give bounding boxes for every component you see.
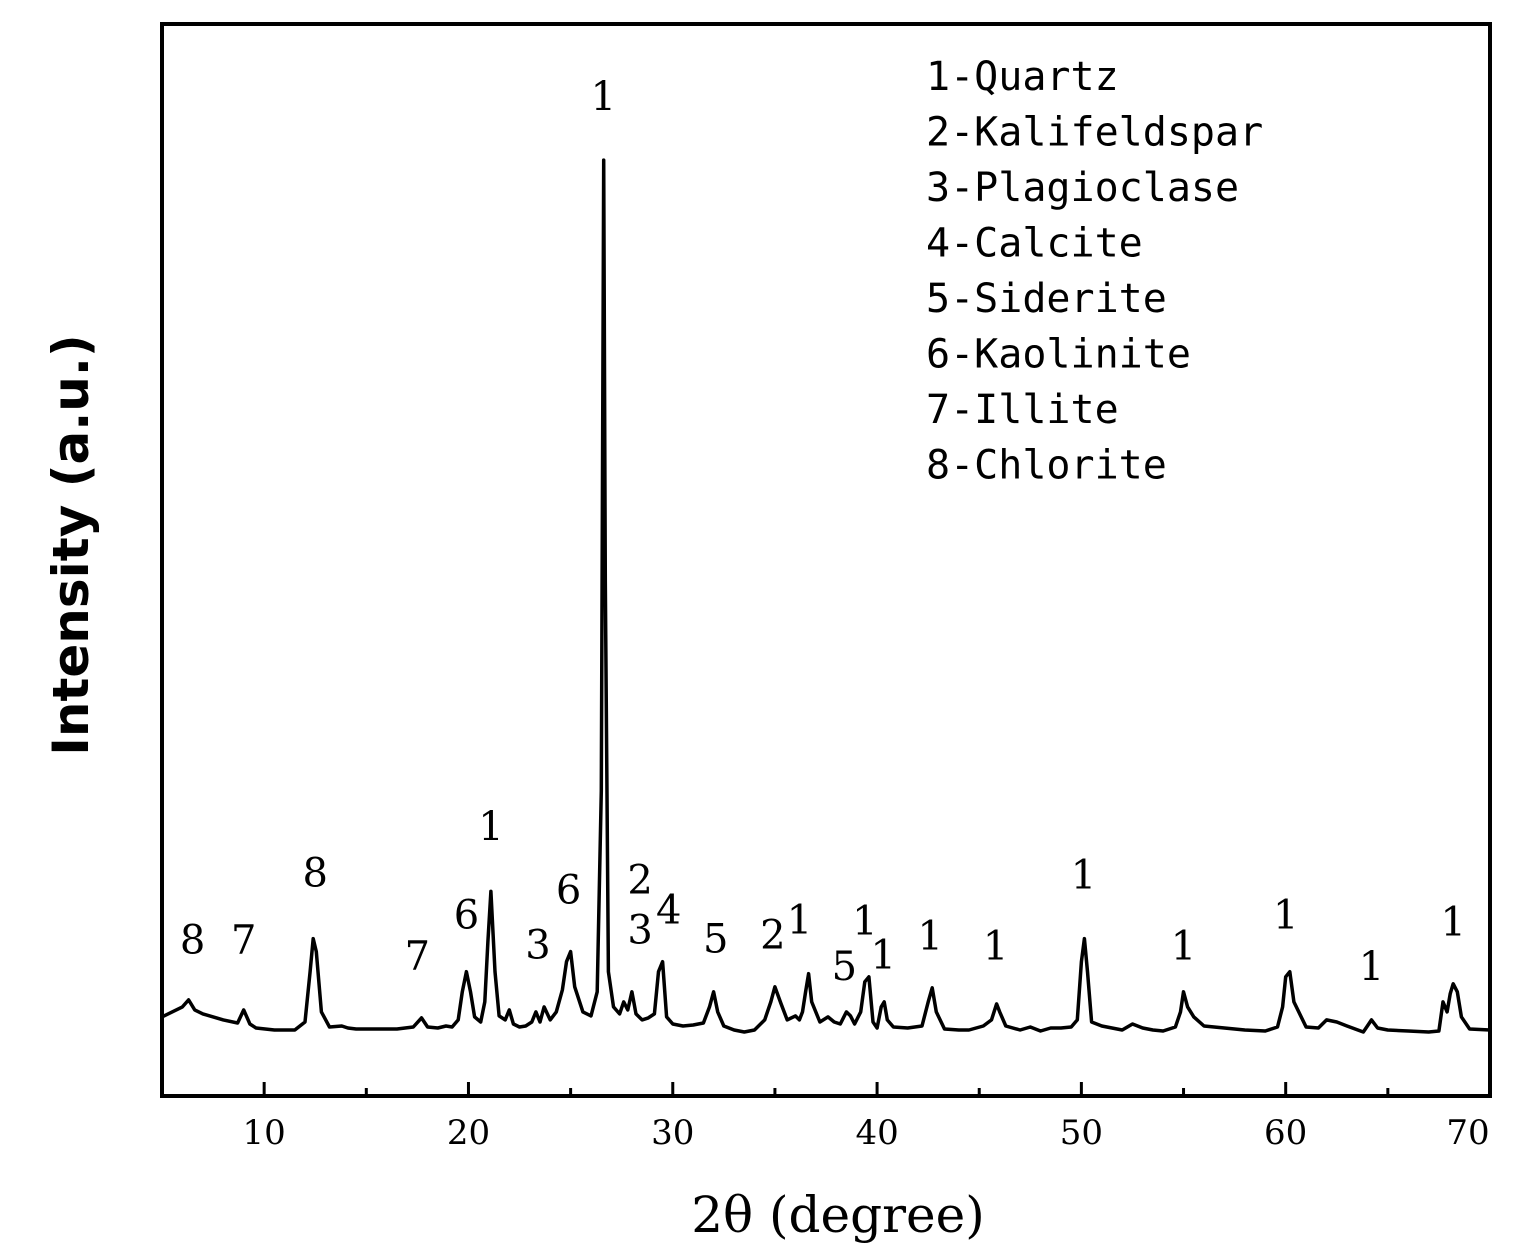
peak-label: 2 xyxy=(760,913,785,959)
peak-label: 1 xyxy=(1273,893,1298,939)
peak-label: 1 xyxy=(478,804,503,850)
peak-label: 5 xyxy=(703,917,728,963)
peak-label: 1 xyxy=(591,74,616,120)
peak-label: 5 xyxy=(832,944,857,990)
peak-label: 6 xyxy=(556,867,581,913)
peak-label: 1 xyxy=(870,933,895,979)
legend-entry: 2-Kalifeldspar xyxy=(926,110,1263,156)
peak-label: 2 xyxy=(627,857,652,903)
x-tick-label: 60 xyxy=(1264,1113,1307,1153)
peak-label: 6 xyxy=(454,893,479,939)
peak-label: 7 xyxy=(231,918,256,964)
legend-entry: 3-Plagioclase xyxy=(926,165,1239,211)
peak-label: 1 xyxy=(983,924,1008,970)
peak-label: 3 xyxy=(525,923,550,969)
peak-label: 1 xyxy=(1171,924,1196,970)
x-axis-label: 2θ (degree) xyxy=(691,1186,985,1244)
legend-entry: 8-Chlorite xyxy=(926,443,1167,489)
peak-label: 1 xyxy=(1440,900,1465,946)
x-tick-label: 50 xyxy=(1060,1113,1103,1153)
legend-entry: 7-Illite xyxy=(926,387,1119,433)
y-axis-label: Intensity (a.u.) xyxy=(42,334,100,755)
peak-label: 1 xyxy=(852,899,877,945)
x-tick-label: 40 xyxy=(855,1113,898,1153)
legend-entry: 4-Calcite xyxy=(926,221,1143,267)
peak-label: 7 xyxy=(405,934,430,980)
x-axis-ticks xyxy=(160,1082,1492,1096)
x-axis-tick-labels: 10 20 30 40 50 60 70 xyxy=(243,1113,1490,1153)
plot-frame xyxy=(160,22,1492,1098)
x-tick-label: 70 xyxy=(1446,1113,1489,1153)
peak-label: 8 xyxy=(180,918,205,964)
x-tick-label: 30 xyxy=(651,1113,694,1153)
legend-entry: 5-Siderite xyxy=(926,276,1167,322)
peak-label: 1 xyxy=(917,914,942,960)
x-tick-label: 10 xyxy=(243,1113,286,1153)
peak-label: 1 xyxy=(787,898,812,944)
legend-entry: 1-Quartz xyxy=(926,54,1119,100)
x-tick-label: 20 xyxy=(447,1113,490,1153)
peak-label: 8 xyxy=(303,850,328,896)
peak-label: 1 xyxy=(1359,944,1384,990)
peak-label: 4 xyxy=(656,888,681,934)
legend: 1-Quartz 2-Kalifeldspar 3-Plagioclase 4-Cal… xyxy=(926,54,1263,489)
peak-label: 1 xyxy=(1071,852,1096,898)
peak-label: 3 xyxy=(627,908,652,954)
series-line xyxy=(161,158,1491,1034)
legend-entry: 6-Kaolinite xyxy=(926,332,1191,378)
